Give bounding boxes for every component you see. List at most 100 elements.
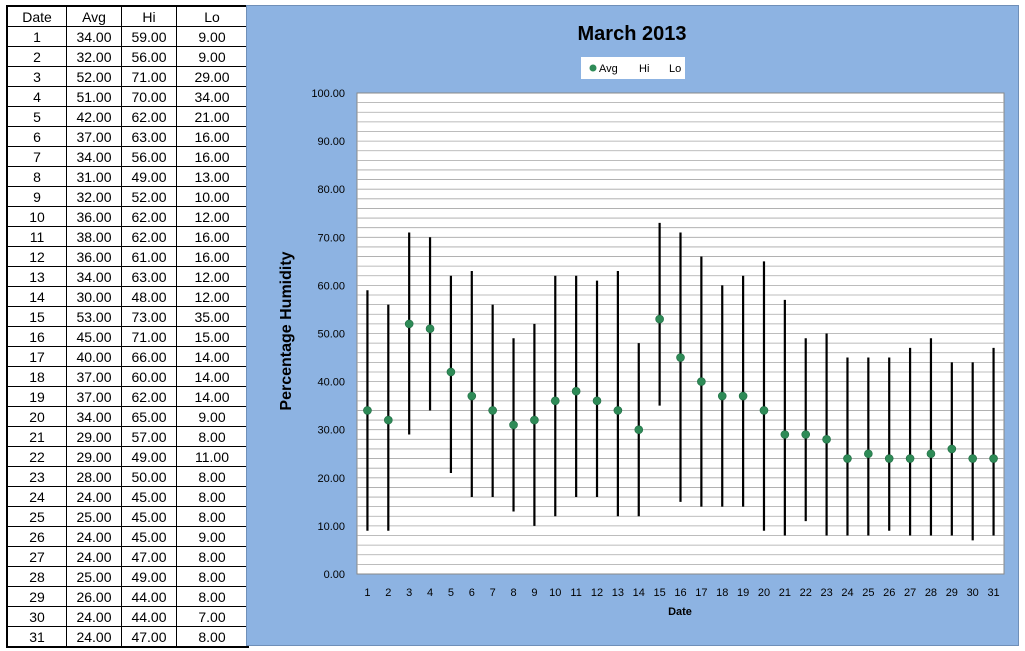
cell-avg: 38.00: [66, 226, 122, 247]
table-row: 2 32.00 56.00 9.00: [6, 46, 249, 67]
x-tick-label: 12: [591, 587, 603, 599]
x-tick-label: 7: [490, 587, 496, 599]
x-tick-label: 30: [967, 587, 979, 599]
cell-lo: 12.00: [176, 206, 249, 227]
chart-title: March 2013: [578, 23, 687, 45]
table-row: 10 36.00 62.00 12.00: [6, 206, 249, 227]
cell-date: 15: [6, 306, 67, 327]
cell-hi: 50.00: [121, 466, 177, 487]
cell-avg: 40.00: [66, 346, 122, 367]
avg-point: [592, 396, 602, 406]
cell-avg: 37.00: [66, 386, 122, 407]
cell-lo: 35.00: [176, 306, 249, 327]
avg-point: [968, 454, 977, 463]
table-row: 27 24.00 47.00 8.00: [6, 546, 249, 567]
avg-point: [530, 415, 539, 425]
x-tick-label: 17: [695, 587, 707, 599]
avg-point: [905, 454, 915, 463]
table-row: 7 34.00 56.00 16.00: [6, 146, 249, 167]
table-row: 18 37.00 60.00 14.00: [6, 366, 249, 387]
cell-date: 22: [6, 446, 67, 467]
cell-hi: 60.00: [121, 366, 177, 387]
cell-hi: 56.00: [121, 46, 177, 67]
x-tick-label: 1: [364, 587, 370, 599]
cell-avg: 45.00: [66, 326, 122, 347]
cell-date: 6: [6, 126, 67, 147]
cell-avg: 34.00: [66, 26, 122, 47]
cell-avg: 53.00: [66, 306, 122, 327]
avg-point: [571, 386, 581, 396]
avg-point: [488, 406, 497, 415]
table-row: 30 24.00 44.00 7.00: [6, 606, 249, 627]
avg-point: [634, 425, 644, 435]
cell-date: 24: [6, 486, 67, 507]
cell-hi: 71.00: [121, 66, 177, 87]
cell-date: 13: [6, 266, 67, 287]
y-tick-label: 50.00: [317, 329, 345, 341]
cell-date: 4: [6, 86, 67, 107]
cell-avg: 36.00: [66, 206, 122, 227]
cell-date: 31: [6, 626, 67, 648]
legend-avg-label: Avg: [599, 63, 618, 75]
table-row: 1 34.00 59.00 9.00: [6, 26, 249, 47]
x-tick-label: 26: [883, 587, 895, 599]
table-row: 16 45.00 71.00 15.00: [6, 326, 249, 347]
cell-lo: 8.00: [176, 626, 249, 648]
cell-avg: 52.00: [66, 66, 122, 87]
y-tick-label: 10.00: [317, 521, 345, 533]
table-row: 4 51.00 70.00 34.00: [6, 86, 249, 107]
cell-hi: 65.00: [121, 406, 177, 427]
avg-point: [363, 406, 372, 415]
avg-point: [676, 353, 685, 362]
table-row: 31 24.00 47.00 8.00: [6, 626, 249, 648]
cell-lo: 16.00: [176, 126, 249, 147]
avg-point: [926, 449, 936, 459]
avg-point: [425, 324, 435, 333]
avg-point: [404, 319, 414, 329]
cell-avg: 32.00: [66, 46, 122, 67]
cell-date: 21: [6, 426, 67, 447]
x-tick-labels: 1 2 3 4 5 6 7 8 9 10 11 12 13 14 15 16 17 18 19 20 21 22 23 24 2…: [364, 587, 999, 599]
cell-hi: 62.00: [121, 206, 177, 227]
legend-box: [581, 57, 685, 79]
cell-lo: 7.00: [176, 606, 249, 627]
cell-date: 7: [6, 146, 67, 167]
chart-svg: 0.00 10.00 20.00 30.00 40.00 50.00 60.00 70.00 8…: [278, 23, 1005, 618]
table-header-row: Date Avg Hi Lo: [6, 5, 249, 27]
cell-hi: 45.00: [121, 526, 177, 547]
table-row: 15 53.00 73.00 35.00: [6, 306, 249, 327]
cell-lo: 11.00: [176, 446, 249, 467]
cell-lo: 16.00: [176, 226, 249, 247]
cell-lo: 34.00: [176, 86, 249, 107]
cell-lo: 14.00: [176, 366, 249, 387]
cell-hi: 47.00: [121, 626, 177, 648]
cell-lo: 12.00: [176, 266, 249, 287]
cell-lo: 10.00: [176, 186, 249, 207]
avg-point: [384, 415, 393, 425]
cell-lo: 8.00: [176, 506, 249, 527]
cell-date: 29: [6, 586, 67, 607]
cell-lo: 9.00: [176, 46, 249, 67]
cell-lo: 9.00: [176, 26, 249, 47]
cell-date: 3: [6, 66, 67, 87]
x-tick-label: 23: [820, 587, 832, 599]
avg-point: [947, 444, 957, 454]
avg-point: [801, 430, 811, 439]
table-row: 5 42.00 62.00 21.00: [6, 106, 249, 127]
cell-hi: 63.00: [121, 266, 177, 287]
legend-hi-label: Hi: [639, 63, 649, 75]
cell-avg: 42.00: [66, 106, 122, 127]
cell-date: 25: [6, 506, 67, 527]
cell-date: 28: [6, 566, 67, 587]
cell-hi: 66.00: [121, 346, 177, 367]
avg-point: [697, 377, 706, 386]
x-tick-label: 18: [716, 587, 728, 599]
avg-point: [613, 406, 623, 415]
y-tick-label: 100.00: [311, 88, 345, 100]
table-row: 13 34.00 63.00 12.00: [6, 266, 249, 287]
x-tick-label: 14: [633, 587, 645, 599]
cell-hi: 62.00: [121, 106, 177, 127]
cell-lo: 8.00: [176, 426, 249, 447]
cell-avg: 25.00: [66, 506, 122, 527]
cell-hi: 63.00: [121, 126, 177, 147]
